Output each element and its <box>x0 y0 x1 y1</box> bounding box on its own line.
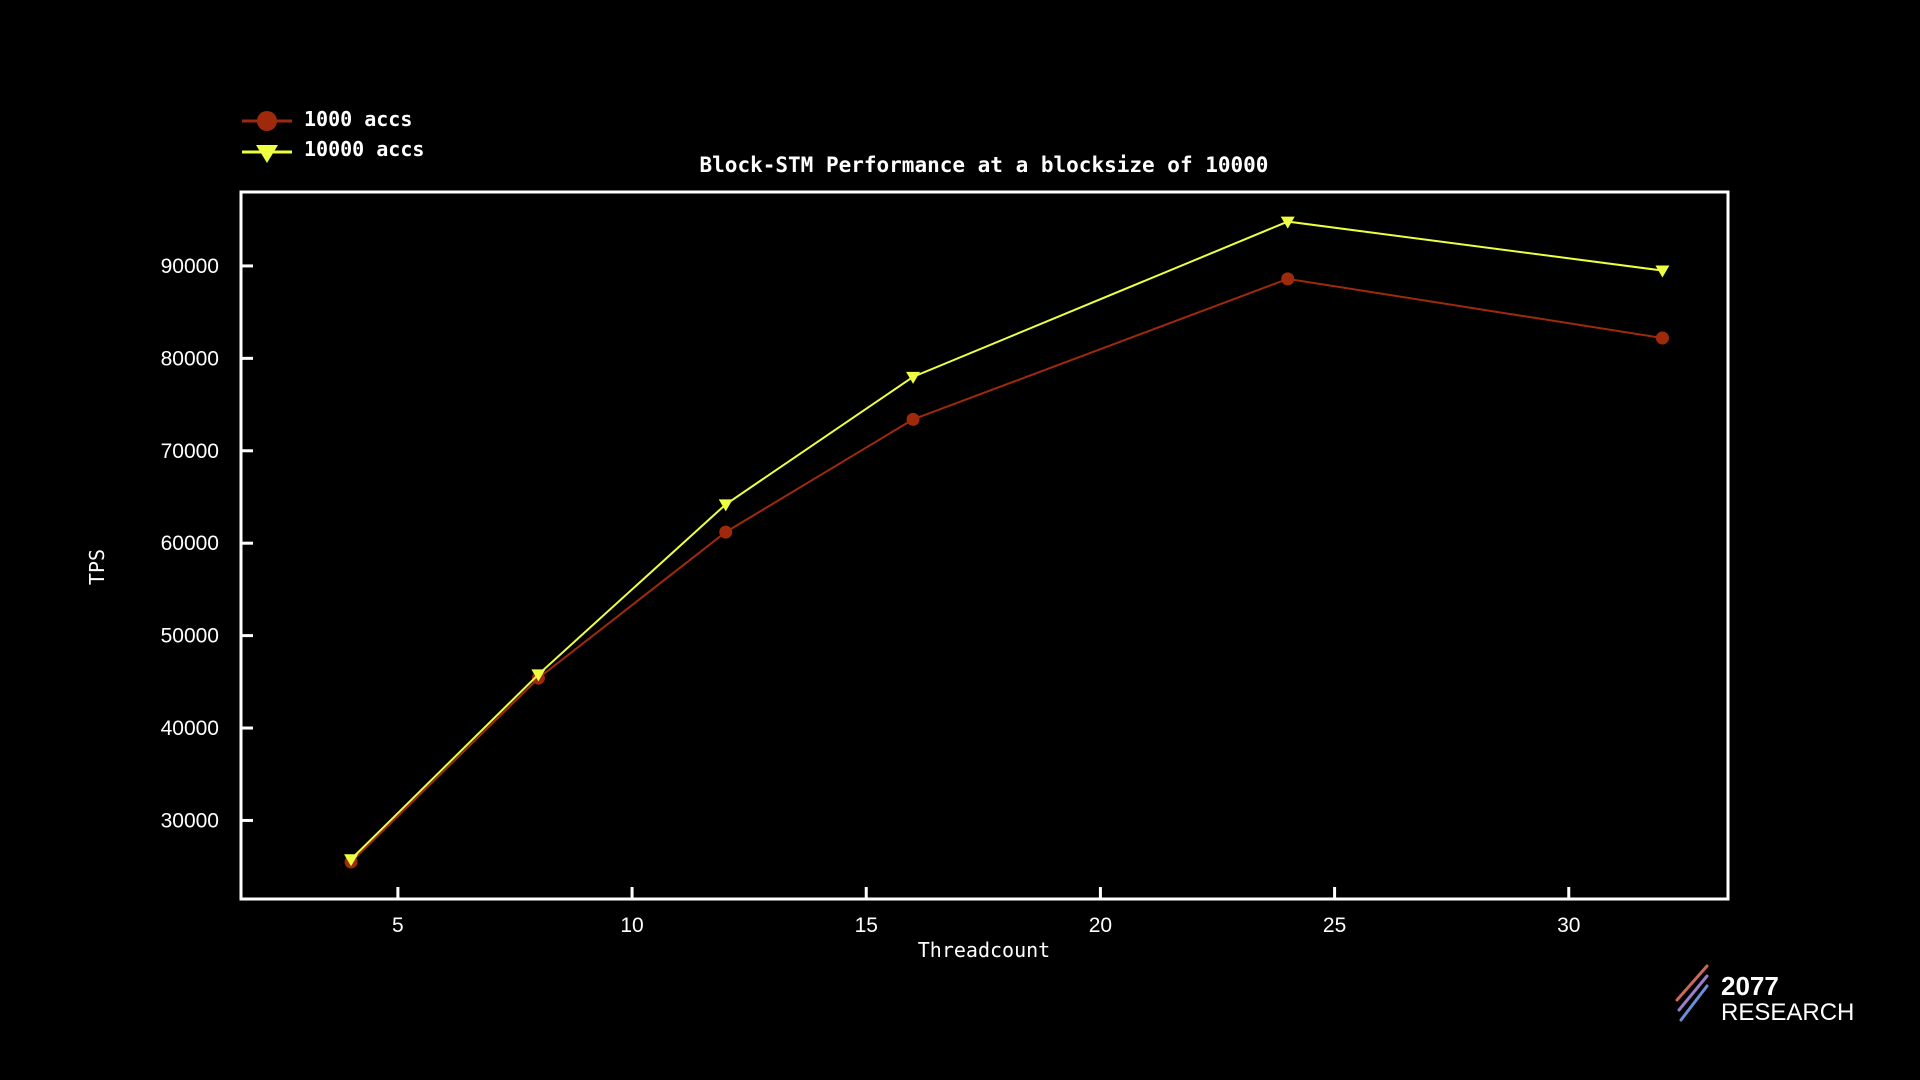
legend-entry-1000-accs: 1000 accs <box>242 107 412 131</box>
logo-stripe <box>1679 984 1709 1022</box>
data-point <box>1655 265 1670 278</box>
y-tick-label: 40000 <box>161 717 219 740</box>
x-axis: 5 10 15 20 25 30 <box>392 887 1580 937</box>
data-point <box>1655 331 1669 345</box>
logo-number: 2077 <box>1721 971 1779 1001</box>
series-10000-accs <box>344 216 1670 867</box>
y-tick-label: 70000 <box>161 440 219 463</box>
series-line-1000-accs <box>350 277 1663 863</box>
data-point <box>906 412 920 426</box>
x-tick-label: 5 <box>392 914 404 937</box>
x-tick-label: 30 <box>1557 914 1580 937</box>
y-tick-label: 90000 <box>161 255 219 278</box>
chart-title: Block-STM Performance at a blocksize of … <box>700 153 1269 177</box>
x-axis-label: Threadcount <box>918 938 1050 962</box>
y-tick-label: 30000 <box>161 809 219 832</box>
x-tick-label: 25 <box>1323 914 1346 937</box>
data-point <box>719 525 733 539</box>
legend-marker-1000-accs <box>257 111 277 131</box>
y-axis-label: TPS <box>85 549 109 585</box>
y-tick-label: 60000 <box>161 532 219 555</box>
series-line-10000-accs <box>350 220 1663 860</box>
series-1000-accs <box>344 272 1669 869</box>
legend: 1000 accs 10000 accs <box>242 107 424 163</box>
legend-label-1000-accs: 1000 accs <box>304 107 412 131</box>
y-axis: 30000 40000 50000 60000 70000 80000 90000 <box>161 255 253 832</box>
data-point <box>718 499 733 512</box>
legend-marker-10000-accs <box>256 145 278 163</box>
data-point <box>1281 272 1295 286</box>
data-point <box>344 854 359 867</box>
data-point <box>1280 216 1295 229</box>
brand-logo: 2077 RESEARCH <box>1675 964 1854 1026</box>
legend-entry-10000-accs: 10000 accs <box>242 137 424 163</box>
logo-stripe <box>1677 974 1709 1012</box>
logo-stripe <box>1675 964 1709 1002</box>
data-point <box>906 371 921 384</box>
x-tick-label: 20 <box>1089 914 1112 937</box>
data-point <box>531 669 546 682</box>
y-tick-label: 80000 <box>161 347 219 370</box>
plot-frame <box>239 190 1730 901</box>
legend-label-10000-accs: 10000 accs <box>304 137 424 161</box>
logo-word: RESEARCH <box>1721 999 1854 1026</box>
x-tick-label: 15 <box>855 914 878 937</box>
x-tick-label: 10 <box>620 914 643 937</box>
y-tick-label: 50000 <box>161 625 219 648</box>
logo-stripes-icon <box>1675 964 1709 1022</box>
series-layer <box>344 216 1670 869</box>
